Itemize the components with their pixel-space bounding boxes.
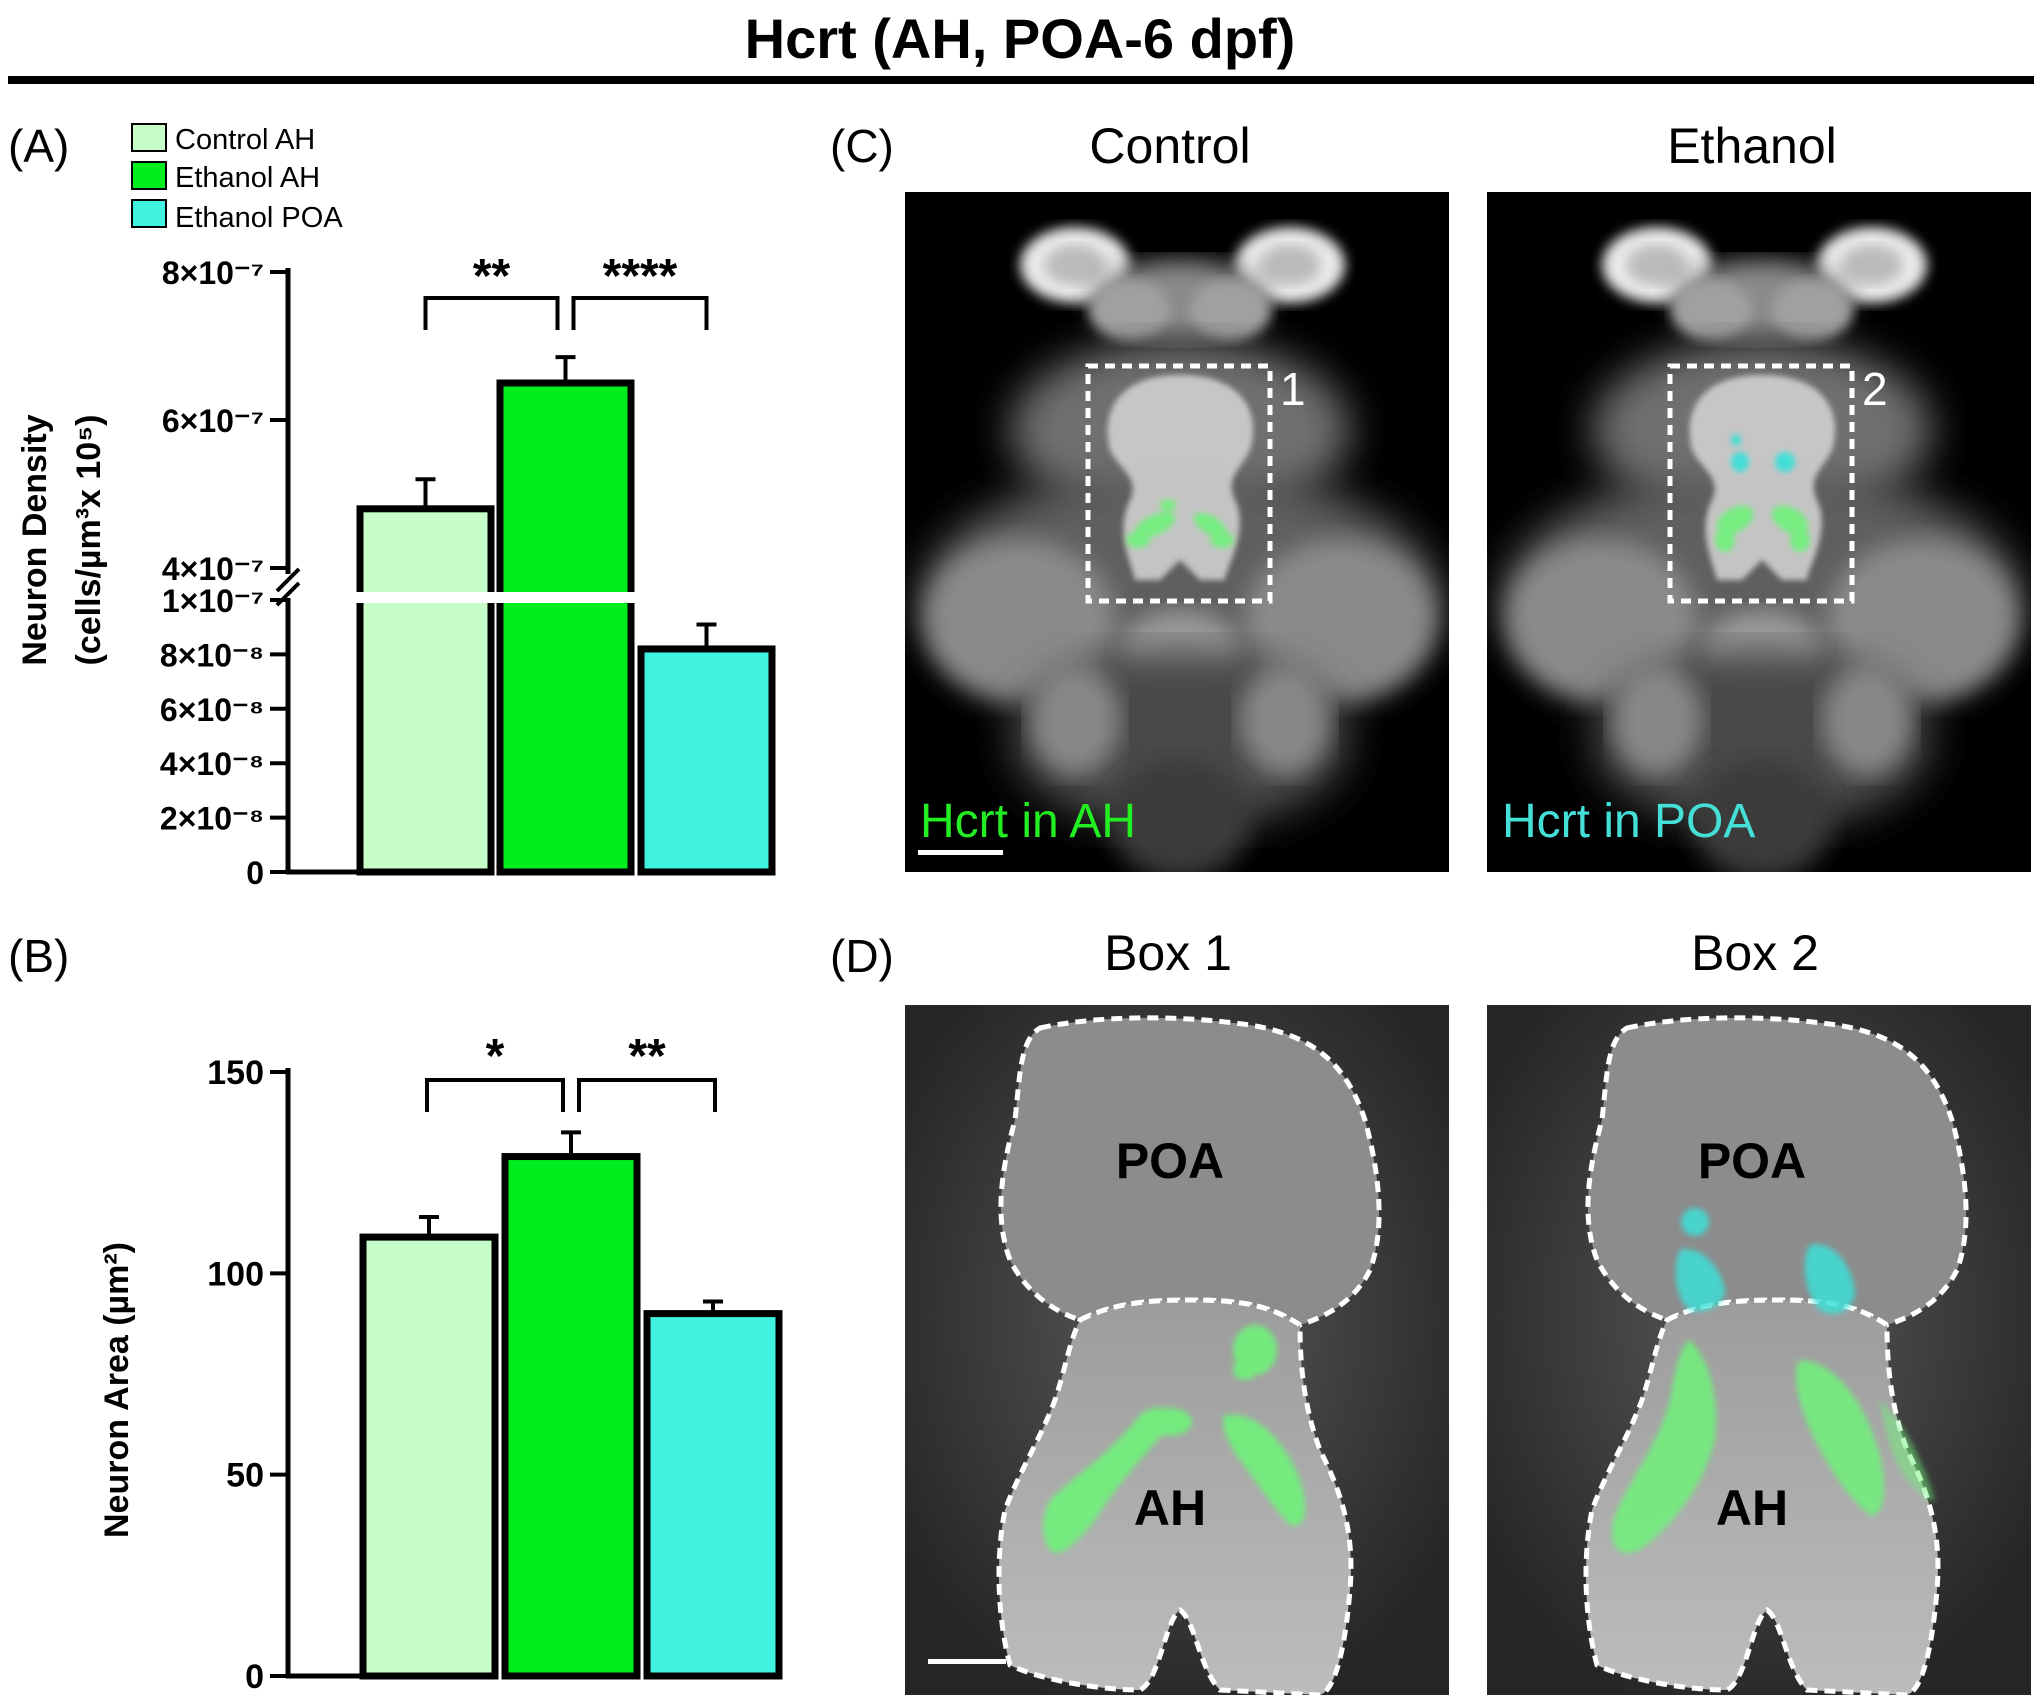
chart-a-ylabel-line2: (cells/µm³x 10⁵) — [70, 415, 108, 666]
hcrt-ah-cells-ethanol — [1715, 505, 1810, 552]
hcrt-poa-cells — [1731, 434, 1795, 472]
legend-label-ethanol-poa: Ethanol POA — [175, 202, 343, 234]
scale-bar-c — [918, 850, 1003, 855]
chart-a-bar-break — [496, 592, 635, 603]
ah-region-outline — [996, 1297, 1354, 1695]
figure-title: Hcrt (AH, POA-6 dpf) — [745, 7, 1296, 70]
chart-a-tick-label: 1×10⁻⁷ — [162, 583, 264, 619]
title-rule — [8, 76, 2034, 84]
box-2-outline — [1667, 363, 1855, 604]
chart-a-significance-bracket — [423, 296, 560, 330]
hcrt-ah-cells — [1126, 499, 1234, 548]
box-2-number: 2 — [1862, 363, 1888, 415]
legend-swatch-control-ah — [131, 123, 167, 152]
panel-c-images: Control Ethanol 1 Hcrt in AH — [905, 118, 2031, 872]
chart-b-tick-label: 100 — [207, 1255, 264, 1293]
chart-b-bar — [643, 1310, 783, 1680]
chart-a-tick-label: 2×10⁻⁸ — [160, 801, 264, 837]
legend-swatch-ethanol-ah — [131, 161, 167, 190]
chart-a-significance-label: ** — [473, 250, 511, 303]
chart-a-significance-label: **** — [603, 250, 678, 303]
panel-d-box1-title: Box 1 — [1104, 925, 1232, 981]
chart-a-tick-label: 0 — [246, 855, 264, 891]
box-2-poa-label: POA — [1698, 1133, 1806, 1189]
chart-a-tick-label: 6×10⁻⁷ — [162, 403, 264, 439]
chart-b-significance-label: * — [486, 1030, 505, 1083]
chart-a-tick-label: 4×10⁻⁸ — [160, 746, 264, 782]
legend-swatch-ethanol-poa — [131, 199, 167, 228]
chart-a-bar — [637, 645, 776, 876]
chart-b-bar — [359, 1233, 499, 1680]
chart-b-tick-label: 0 — [245, 1658, 264, 1696]
chart-b-tick-label: 150 — [207, 1054, 264, 1092]
ethanol-brain-image: 2 Hcrt in POA — [1487, 192, 2031, 872]
box-1-poa-label: POA — [1116, 1133, 1224, 1189]
chart-a-axis-break-mark — [275, 567, 301, 593]
chart-a-significance-bracket — [571, 296, 709, 330]
panel-c-control-title: Control — [1089, 118, 1250, 174]
box-1-ah-label: AH — [1134, 1480, 1206, 1536]
chart-b-significance-bracket — [425, 1078, 565, 1112]
panel-label-a: (A) — [8, 120, 69, 172]
box-2-ah-label: AH — [1716, 1480, 1788, 1536]
legend: Control AH Ethanol AH Ethanol POA — [131, 123, 343, 234]
box-1-outline — [1085, 363, 1273, 604]
chart-a-bar-break — [356, 592, 495, 603]
chart-a-tick-label: 8×10⁻⁷ — [162, 255, 264, 291]
chart-a-neuron-density: Neuron Density (cells/µm³x 10⁵) 0 2×10⁻⁸ 4… — [16, 250, 776, 891]
chart-a-tick-label: 6×10⁻⁸ — [160, 692, 264, 728]
chart-b-significance-label: ** — [628, 1030, 666, 1083]
hcrt-poa-cells-zoom — [1675, 1208, 1855, 1314]
chart-b-bar — [501, 1153, 641, 1680]
control-brain-image: 1 Hcrt in AH — [905, 192, 1449, 872]
scale-bar-d — [928, 1659, 1006, 1664]
legend-label-ethanol-ah: Ethanol AH — [175, 162, 320, 194]
chart-a-ylabel-line1: Neuron Density — [16, 414, 54, 665]
chart-b-significance-bracket — [577, 1078, 717, 1112]
caption-hcrt-in-poa: Hcrt in POA — [1502, 795, 1755, 848]
panel-label-c: (C) — [830, 120, 894, 172]
hcrt-ah-cells-zoom-2 — [1611, 1340, 1935, 1554]
box-2-zoom-image: POA AH — [1487, 1005, 2031, 1695]
box-1-zoom-image: POA AH — [905, 1005, 1449, 1695]
legend-label-control-ah: Control AH — [175, 124, 315, 156]
panel-label-d: (D) — [830, 930, 894, 982]
chart-a-tick-label: 8×10⁻⁸ — [160, 637, 264, 673]
chart-b-ylabel: Neuron Area (µm²) — [98, 1242, 136, 1538]
panel-c-ethanol-title: Ethanol — [1667, 118, 1837, 174]
box-1-number: 1 — [1280, 363, 1306, 415]
panel-label-b: (B) — [8, 930, 69, 982]
panel-d-box2-title: Box 2 — [1691, 925, 1819, 981]
chart-a-bar — [356, 505, 495, 876]
caption-hcrt-in-ah: Hcrt in AH — [920, 795, 1136, 848]
panel-d-images: Box 1 Box 2 POA AH — [905, 925, 2031, 1695]
chart-b-tick-label: 50 — [226, 1457, 264, 1495]
hcrt-ah-cells-zoom-1 — [1043, 1325, 1306, 1553]
chart-a-tick-label: 4×10⁻⁷ — [162, 551, 264, 587]
chart-a-bar — [496, 379, 635, 876]
